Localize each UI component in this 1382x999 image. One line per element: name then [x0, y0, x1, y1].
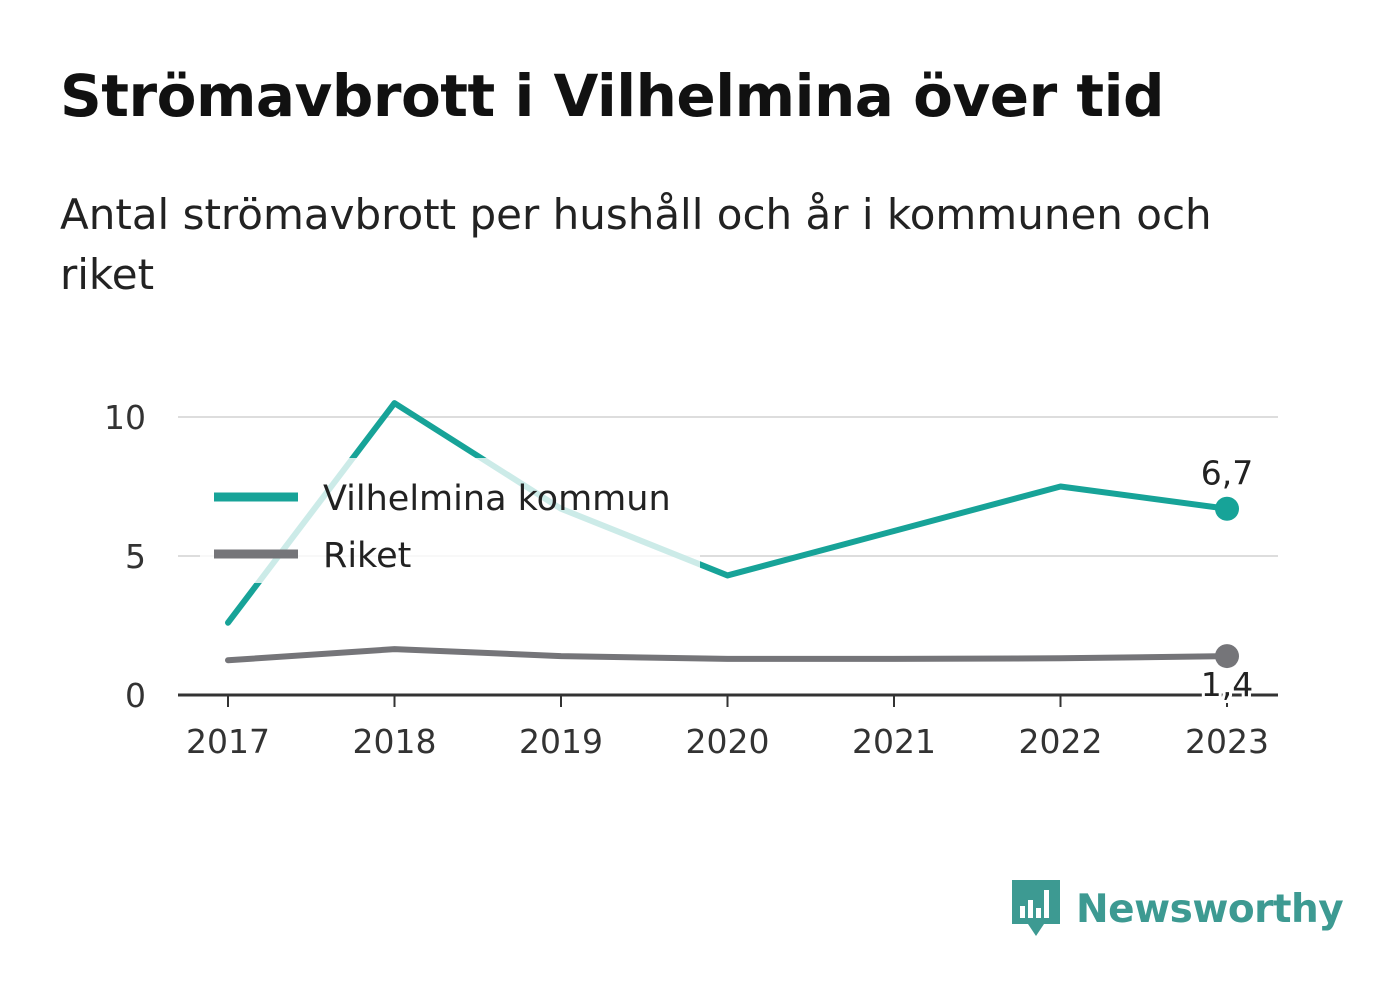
x-tick-label: 2023	[1185, 722, 1269, 761]
brand-name: Newsworthy	[1076, 886, 1344, 932]
y-tick-label: 10	[104, 398, 146, 437]
end-labels: 6,7 1,4	[1198, 454, 1256, 707]
series-end-point-0	[1215, 496, 1239, 521]
end-label-vilhelmina: 6,7	[1201, 454, 1253, 493]
legend: Vilhelmina kommun Riket	[200, 458, 700, 583]
brand-logo: Newsworthy	[1010, 878, 1344, 940]
x-tick-label: 2019	[519, 722, 603, 761]
y-axis-ticks: 0 5 10	[104, 398, 146, 715]
legend-background	[200, 458, 700, 583]
chart-title: Strömavbrott i Vilhelmina över tid	[60, 62, 1165, 130]
x-tick-label: 2021	[852, 722, 936, 761]
x-tick-label: 2018	[353, 722, 437, 761]
legend-label-0: Vilhelmina kommun	[323, 479, 671, 519]
series-line-1	[225, 646, 1230, 664]
legend-label-1: Riket	[323, 536, 411, 576]
x-tick-label: 2022	[1019, 722, 1103, 761]
x-tick-label: 2020	[686, 722, 770, 761]
end-label-riket: 1,4	[1201, 665, 1253, 704]
series-end-point-1	[1215, 644, 1239, 669]
series-layer	[225, 400, 1239, 669]
y-tick-label: 5	[125, 537, 146, 576]
x-tick-label: 2017	[186, 722, 270, 761]
x-axis-ticks: 2017 2018 2019 2020 2021 2022 2023	[186, 695, 1269, 761]
newsworthy-logo-icon	[1012, 880, 1060, 936]
chart-subtitle: Antal strömavbrott per hushåll och år i …	[60, 190, 1212, 299]
y-tick-label: 0	[125, 676, 146, 715]
series-line-0	[225, 400, 1230, 626]
